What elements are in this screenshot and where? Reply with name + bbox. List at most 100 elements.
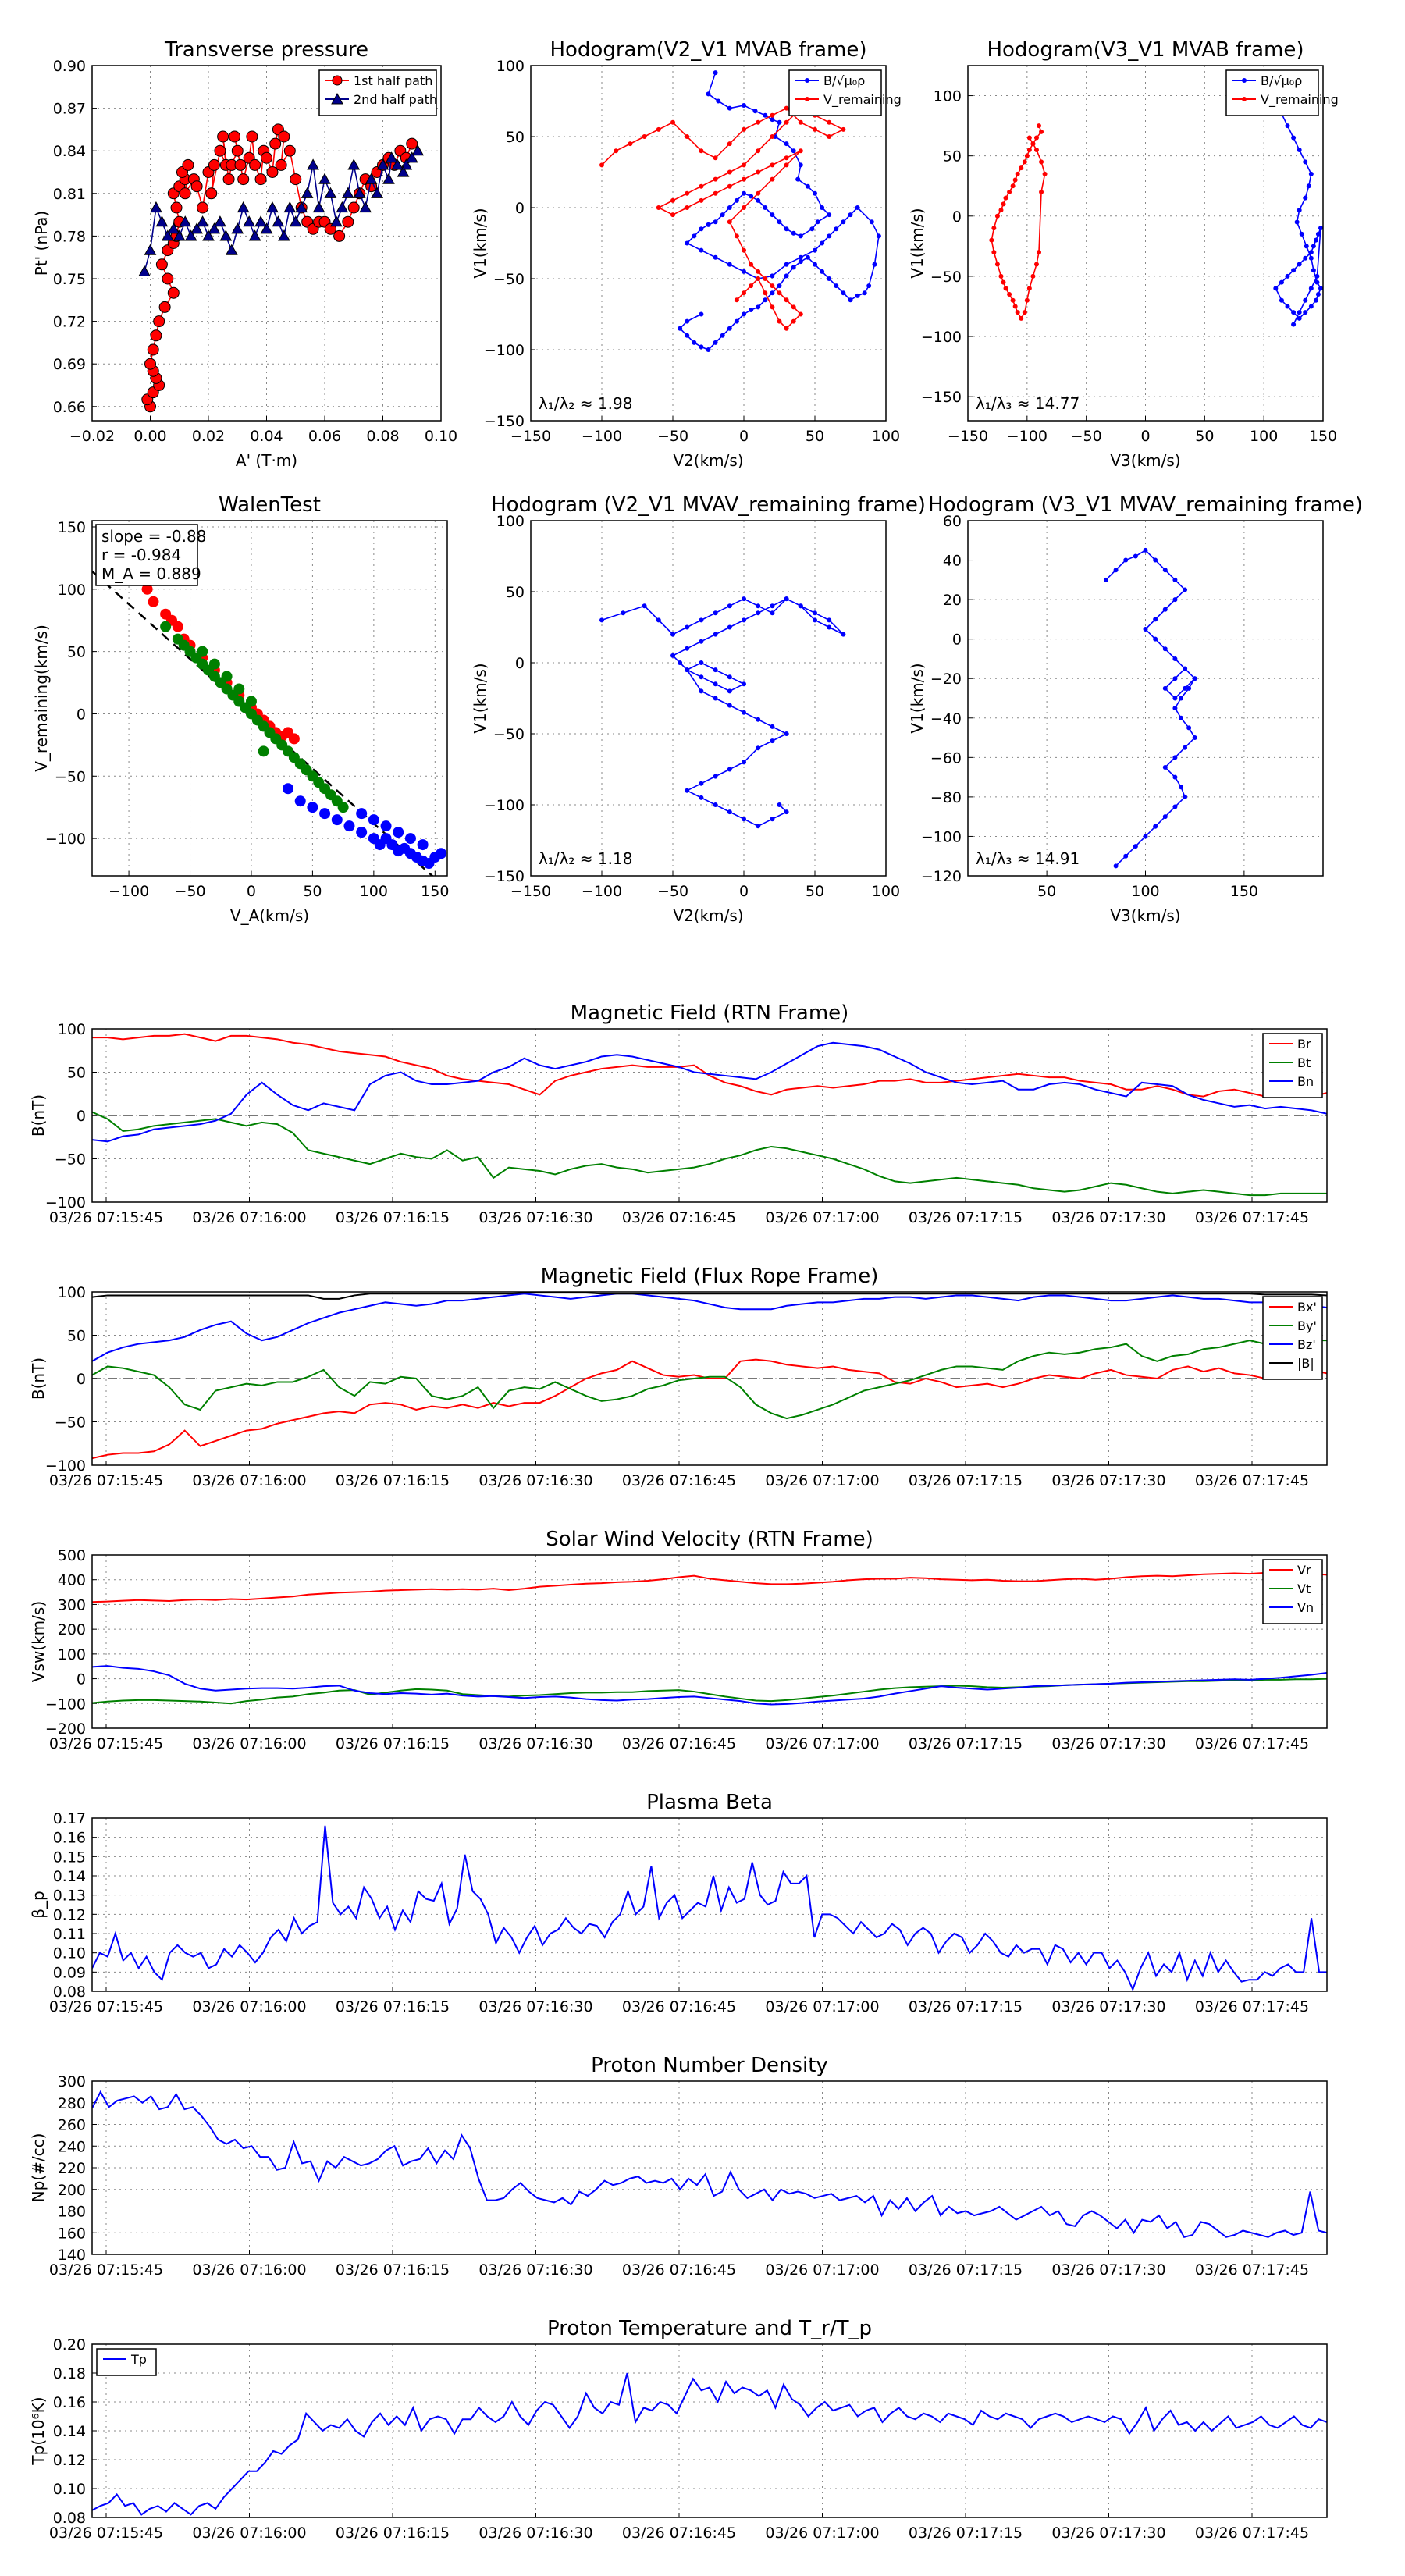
data-point: [182, 158, 194, 171]
data-point: [841, 219, 846, 225]
y-tick-label: 50: [506, 129, 525, 146]
data-point: [237, 173, 250, 186]
data-point: [1143, 627, 1148, 632]
data-point: [261, 151, 272, 164]
data-point: [813, 190, 817, 196]
data-point: [742, 126, 746, 132]
x-tick-label: 03/26 07:17:15: [909, 2261, 1023, 2279]
x-tick-label: 03/26 07:17:30: [1051, 1209, 1165, 1226]
series-line-Br: [92, 1033, 1327, 1098]
data-point: [742, 290, 746, 296]
data-point: [621, 610, 626, 616]
chart-vsw: Solar Wind Velocity (RTN Frame) 03/26 07:…: [29, 1528, 1328, 1752]
x-tick-label: 03/26 07:16:15: [336, 1209, 450, 1226]
ratio-annotation: λ₁/λ₂ ≈ 1.98: [539, 394, 632, 413]
x-tick-label: 03/26 07:16:00: [192, 1998, 306, 2016]
y-tick-label: 50: [67, 644, 86, 661]
data-point: [994, 262, 1000, 267]
data-point: [656, 126, 661, 132]
x-tick-label: 0.08: [366, 428, 399, 445]
data-point: [1172, 706, 1178, 711]
chart-hodo_v3v1_mvav: Hodogram (V3_V1 MVAV_remaining frame) 50 1…: [908, 493, 1363, 925]
data-point: [1303, 255, 1308, 261]
y-axis-label: V1(km/s): [471, 208, 489, 278]
data-point: [994, 213, 1000, 219]
legend-label: Bx': [1297, 1300, 1317, 1315]
plot-area: [599, 596, 846, 829]
data-point: [991, 250, 997, 255]
data-point: [1291, 322, 1297, 327]
stats-line: M_A = 0.889: [101, 564, 201, 583]
y-tick-label: 220: [58, 2160, 86, 2177]
data-point: [670, 632, 675, 637]
data-point: [1285, 123, 1290, 129]
x-tick-label: −150: [510, 428, 551, 445]
y-axis-label: Np(#/cc): [29, 2133, 48, 2203]
x-tick-label: 50: [806, 428, 824, 445]
data-point: [685, 134, 690, 139]
data-point: [283, 201, 297, 213]
y-tick-label: 100: [496, 513, 525, 530]
data-point: [245, 696, 257, 707]
chart-title: WalenTest: [219, 493, 321, 517]
data-point: [1026, 147, 1032, 152]
data-point: [307, 802, 318, 813]
data-point: [749, 262, 754, 267]
data-point: [1291, 268, 1297, 273]
x-tick-label: 03/26 07:17:45: [1195, 2524, 1309, 2542]
data-point: [1303, 159, 1308, 165]
data-point: [720, 333, 725, 338]
data-point: [1162, 685, 1168, 691]
data-point: [791, 148, 796, 154]
y-tick-label: 0.08: [53, 1984, 86, 2001]
x-tick-label: −150: [510, 883, 551, 900]
y-tick-label: 150: [58, 519, 86, 536]
x-tick-label: 50: [1195, 428, 1214, 445]
chart-title: Hodogram (V3_V1 MVAV_remaining frame): [928, 493, 1363, 517]
data-point: [1172, 804, 1178, 809]
data-point: [288, 733, 300, 745]
plot-area: [1103, 547, 1197, 869]
y-tick-label: 140: [58, 2247, 86, 2264]
legend-label: Vt: [1297, 1582, 1311, 1596]
data-point: [798, 259, 803, 265]
data-point: [1153, 617, 1158, 622]
series-line-V_remaining: [991, 125, 1046, 320]
data-point: [685, 624, 690, 630]
y-tick-label: −150: [921, 389, 962, 406]
data-point: [713, 219, 718, 225]
data-point: [699, 183, 704, 189]
data-point: [770, 724, 775, 729]
data-point: [1133, 844, 1138, 849]
data-point: [848, 212, 853, 218]
y-tick-label: −100: [484, 342, 525, 359]
data-point: [1033, 262, 1039, 267]
data-point: [770, 162, 775, 168]
legend-label: 1st half path: [354, 73, 432, 88]
legend: Tp: [96, 2348, 157, 2376]
data-point: [713, 774, 718, 779]
data-point: [1010, 183, 1016, 189]
y-tick-label: 300: [58, 1596, 86, 1614]
legend-label: Vr: [1297, 1563, 1311, 1578]
data-point: [1297, 208, 1302, 213]
data-point: [798, 603, 803, 609]
data-point: [371, 187, 383, 198]
x-tick-label: −100: [582, 883, 622, 900]
data-point: [670, 197, 675, 203]
data-point: [784, 273, 789, 279]
data-point: [160, 621, 172, 632]
data-point: [670, 119, 675, 125]
x-tick-label: 03/26 07:17:45: [1195, 1735, 1309, 1752]
data-point: [827, 617, 832, 623]
data-point: [150, 329, 162, 342]
data-point: [727, 624, 732, 630]
data-point: [756, 269, 761, 274]
data-point: [805, 254, 810, 260]
data-point: [756, 603, 761, 609]
data-point: [998, 208, 1004, 213]
legend: 1st half path 2nd half path: [318, 69, 437, 116]
data-point: [998, 273, 1004, 279]
data-point: [1113, 568, 1119, 573]
data-point: [756, 610, 761, 616]
